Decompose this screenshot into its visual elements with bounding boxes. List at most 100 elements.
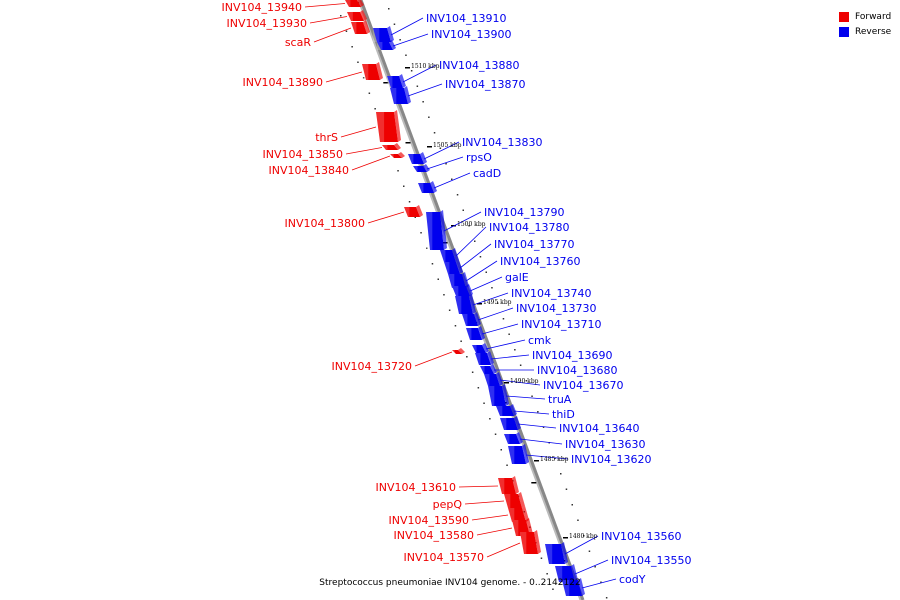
forward-gene-highlight	[520, 532, 527, 554]
kbp-tick	[563, 537, 568, 539]
forward-gene-label: INV104_13850	[263, 148, 344, 161]
forward-gene	[508, 506, 529, 522]
reverse-gene-label: INV104_13670	[543, 379, 624, 392]
forward-gene-side	[360, 10, 367, 21]
forward-gene-highlight	[512, 520, 519, 536]
tick-dot	[443, 294, 445, 296]
reverse-gene	[484, 372, 503, 386]
reverse-gene	[390, 86, 411, 104]
forward-gene-body	[362, 64, 380, 80]
tick-dot	[540, 557, 543, 559]
forward-gene-body	[520, 532, 538, 554]
kbp-marker: 1500 kbp	[457, 221, 486, 228]
reverse-gene-label: INV104_13550	[611, 554, 692, 567]
reverse-gene	[488, 384, 509, 406]
reverse-gene	[475, 351, 494, 365]
forward-gene-highlight	[345, 0, 351, 7]
legend-forward: Forward	[839, 9, 891, 24]
reverse-gene	[448, 272, 469, 288]
forward-gene-body	[345, 0, 361, 7]
forward-gene	[362, 62, 383, 80]
reverse-gene-highlight	[390, 88, 397, 104]
reverse-gene-label: INV104_13710	[521, 318, 602, 331]
reverse-gene	[452, 284, 473, 296]
forward-gene-label-leader	[486, 542, 521, 558]
reverse-gene-highlight	[466, 328, 472, 340]
reverse-gene-body	[426, 212, 444, 250]
reverse-gene-label-leader	[517, 423, 557, 429]
reverse-gene-label-leader	[519, 438, 563, 445]
forward-gene-side	[522, 506, 529, 522]
forward-gene-label-leader	[313, 27, 352, 43]
forward-gene-label: INV104_13840	[269, 164, 350, 177]
tick-dot	[491, 287, 493, 289]
tick-dot	[462, 209, 464, 211]
forward-gene-highlight	[452, 350, 455, 354]
reverse-gene	[387, 74, 406, 88]
reverse-gene-label: INV104_13900	[431, 28, 512, 41]
reverse-gene-body	[472, 345, 486, 353]
reverse-gene	[377, 40, 396, 50]
reverse-gene-side	[510, 404, 517, 416]
reverse-gene-body	[484, 374, 500, 386]
forward-gene-highlight	[498, 478, 505, 494]
tick-dot	[531, 395, 533, 397]
reverse-gene-highlight	[444, 262, 450, 274]
reverse-gene-label-leader	[564, 535, 599, 555]
kbp-marker: 1495 kbp	[483, 299, 512, 306]
reverse-gene-side	[389, 40, 396, 50]
tick-dot	[485, 271, 487, 273]
forward-gene-label: INV104_13720	[332, 360, 413, 373]
reverse-gene-body	[418, 183, 434, 193]
forward-gene-side	[363, 20, 370, 34]
tick-dot	[577, 519, 579, 521]
reverse-gene-body	[504, 434, 520, 444]
tick-dot	[451, 178, 453, 180]
tick-dot	[565, 488, 568, 490]
reverse-gene-label: INV104_13880	[439, 59, 520, 72]
reverse-swatch	[839, 26, 849, 37]
reverse-gene-body	[562, 580, 582, 596]
reverse-gene-side	[514, 416, 521, 430]
forward-gene	[390, 152, 405, 158]
reverse-gene-label: rpsO	[466, 151, 492, 164]
reverse-gene-label-leader	[477, 307, 514, 321]
reverse-gene-label-leader	[423, 141, 460, 160]
forward-gene	[351, 20, 370, 34]
reverse-gene	[500, 416, 521, 430]
reverse-gene-body	[496, 406, 514, 416]
tick-dot	[474, 240, 476, 242]
reverse-gene-side	[387, 26, 394, 42]
forward-gene-label-leader	[325, 71, 363, 83]
forward-gene-label: INV104_13890	[243, 76, 324, 89]
forward-gene-label-leader	[309, 16, 348, 24]
tick-dot	[514, 349, 516, 351]
reverse-gene-body	[545, 544, 565, 564]
tick-dot	[583, 535, 585, 537]
reverse-gene-side	[423, 164, 430, 172]
forward-gene-label: INV104_13580	[394, 529, 475, 542]
reverse-gene-highlight	[373, 28, 380, 42]
forward-gene-label-leader	[340, 126, 377, 138]
forward-gene	[452, 348, 465, 354]
tick-dot	[496, 302, 499, 304]
kbp-tick	[534, 460, 539, 462]
reverse-gene-label: INV104_13760	[500, 255, 581, 268]
reverse-gene-highlight	[475, 353, 481, 365]
tick-dot	[483, 402, 485, 404]
forward-gene-highlight	[390, 154, 394, 158]
reverse-gene-side	[452, 248, 459, 262]
tick-dot	[471, 371, 474, 373]
tick-dot	[571, 504, 573, 506]
reverse-gene	[555, 564, 578, 582]
forward-gene-label: INV104_13940	[222, 1, 303, 14]
reverse-gene-highlight	[452, 286, 459, 296]
reverse-gene-body	[448, 274, 466, 288]
forward-gene-label-leader	[345, 147, 383, 155]
forward-gene-side	[512, 476, 519, 494]
reverse-gene-highlight	[413, 166, 418, 172]
reverse-gene-side	[420, 152, 427, 164]
reverse-gene-highlight	[508, 446, 515, 464]
forward-gene-label-leader	[476, 527, 513, 536]
